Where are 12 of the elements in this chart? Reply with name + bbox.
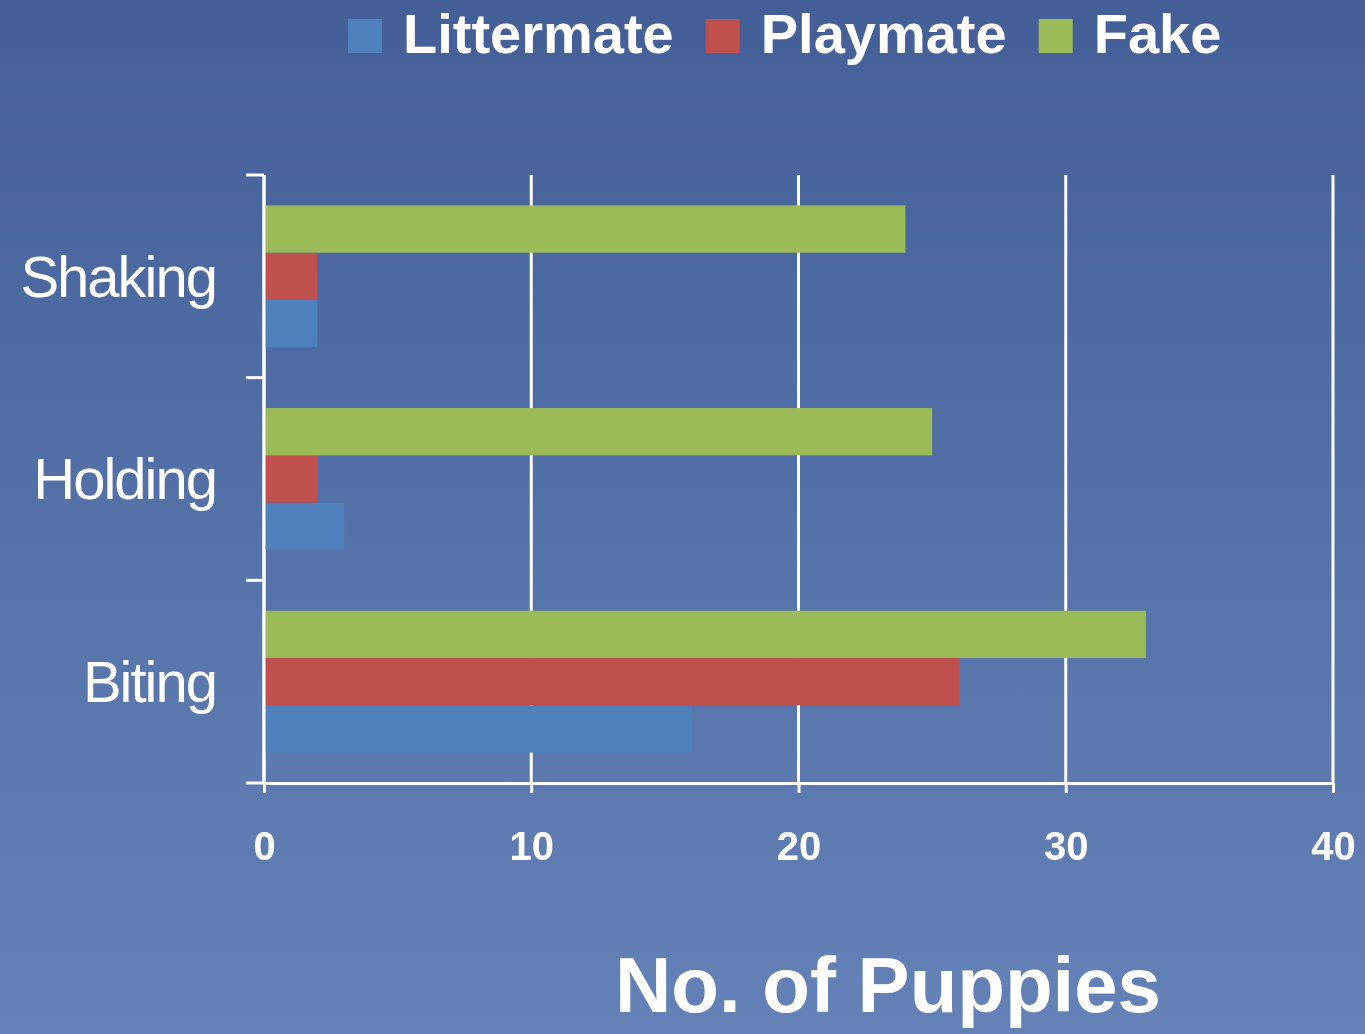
x-tick-label: 20 — [776, 824, 822, 868]
x-tick-label: 30 — [1044, 824, 1089, 868]
y-tick-label: Biting — [82, 648, 216, 714]
legend-label: Fake — [1093, 2, 1222, 65]
x-tick-label: 10 — [509, 824, 554, 868]
legend-label: Playmate — [760, 2, 1007, 65]
y-tick-label: Shaking — [20, 243, 216, 309]
x-tick-label: 40 — [1311, 824, 1356, 868]
y-tick-label: Holding — [33, 446, 216, 512]
x-axis-title: No. of Puppies — [615, 941, 1161, 1029]
x-tick-label: 0 — [253, 824, 276, 868]
legend-label: Littermate — [403, 2, 674, 65]
